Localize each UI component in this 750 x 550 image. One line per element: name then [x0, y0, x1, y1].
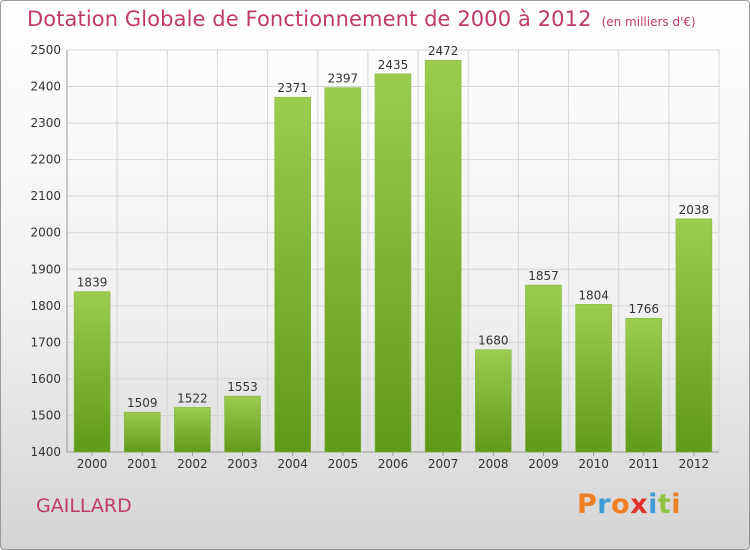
bar-2006 — [374, 73, 412, 453]
x-tick-label: 2008 — [478, 457, 509, 471]
chart-title: Dotation Globale de Fonctionnement de 20… — [27, 7, 592, 31]
bar-2007 — [424, 59, 462, 453]
x-tick-label: 2011 — [628, 457, 659, 471]
bar-value-label: 1680 — [478, 334, 509, 348]
bar-value-label: 2397 — [328, 72, 359, 86]
bar-2001 — [123, 411, 161, 453]
bar-2000 — [73, 291, 111, 453]
y-tick-label: 1900 — [30, 262, 61, 276]
bar-2002 — [174, 407, 211, 453]
x-tick-label: 2010 — [578, 457, 609, 471]
logo-letter: t — [657, 489, 672, 520]
logo-letter: r — [597, 489, 612, 520]
bar-value-label: 2435 — [378, 58, 409, 72]
x-tick-label: 2006 — [378, 457, 409, 471]
y-tick-label: 2400 — [30, 80, 61, 94]
bar-value-label: 1509 — [127, 396, 158, 410]
x-tick-label: 2009 — [528, 457, 559, 471]
bar-value-label: 2472 — [428, 44, 459, 58]
y-tick-label: 2200 — [30, 153, 61, 167]
logo-letter: x — [630, 489, 649, 520]
y-tick-label: 1400 — [30, 445, 61, 459]
y-tick-label: 1600 — [30, 372, 61, 386]
proxiti-logo: Proxiti — [577, 489, 681, 520]
x-tick-label: 2003 — [227, 457, 258, 471]
bar-2011 — [625, 317, 663, 453]
bar-2009 — [525, 284, 562, 453]
x-tick-label: 2012 — [679, 457, 710, 471]
bar-2005 — [324, 87, 362, 453]
x-tick-label: 2004 — [277, 457, 308, 471]
chart-unit: (en milliers d'€) — [601, 15, 696, 29]
bar-value-label: 2038 — [679, 203, 710, 217]
chart-title-block: Dotation Globale de Fonctionnement de 20… — [27, 7, 696, 31]
logo-letter: i — [648, 489, 658, 520]
x-tick-label: 2000 — [77, 457, 108, 471]
x-tick-label: 2002 — [177, 457, 208, 471]
x-tick-label: 2001 — [127, 457, 158, 471]
bar-value-label: 1522 — [177, 391, 208, 405]
bar-value-label: 1553 — [227, 380, 258, 394]
bar-2008 — [475, 349, 512, 453]
bar-value-label: 2371 — [277, 81, 308, 95]
y-tick-label: 1700 — [30, 335, 61, 349]
bar-2004 — [274, 96, 311, 453]
bar-value-label: 1839 — [77, 276, 108, 290]
y-tick-label: 1800 — [30, 299, 61, 313]
bar-2010 — [575, 304, 612, 453]
logo-letter: o — [611, 489, 631, 520]
x-tick-label: 2007 — [428, 457, 459, 471]
y-tick-label: 2000 — [30, 226, 61, 240]
logo-letter: i — [671, 489, 682, 520]
logo-letter: P — [577, 489, 598, 520]
x-tick-label: 2005 — [328, 457, 359, 471]
commune-name: GAILLARD — [36, 495, 132, 517]
y-tick-label: 2300 — [30, 116, 61, 130]
bar-value-label: 1766 — [628, 302, 659, 316]
y-tick-label: 2100 — [30, 189, 61, 203]
bar-value-label: 1804 — [578, 288, 609, 302]
bar-2012 — [675, 218, 713, 453]
y-tick-label: 1500 — [30, 408, 61, 422]
y-tick-label: 2500 — [30, 43, 61, 57]
bar-value-label: 1857 — [528, 269, 559, 283]
bar-2003 — [224, 395, 261, 453]
